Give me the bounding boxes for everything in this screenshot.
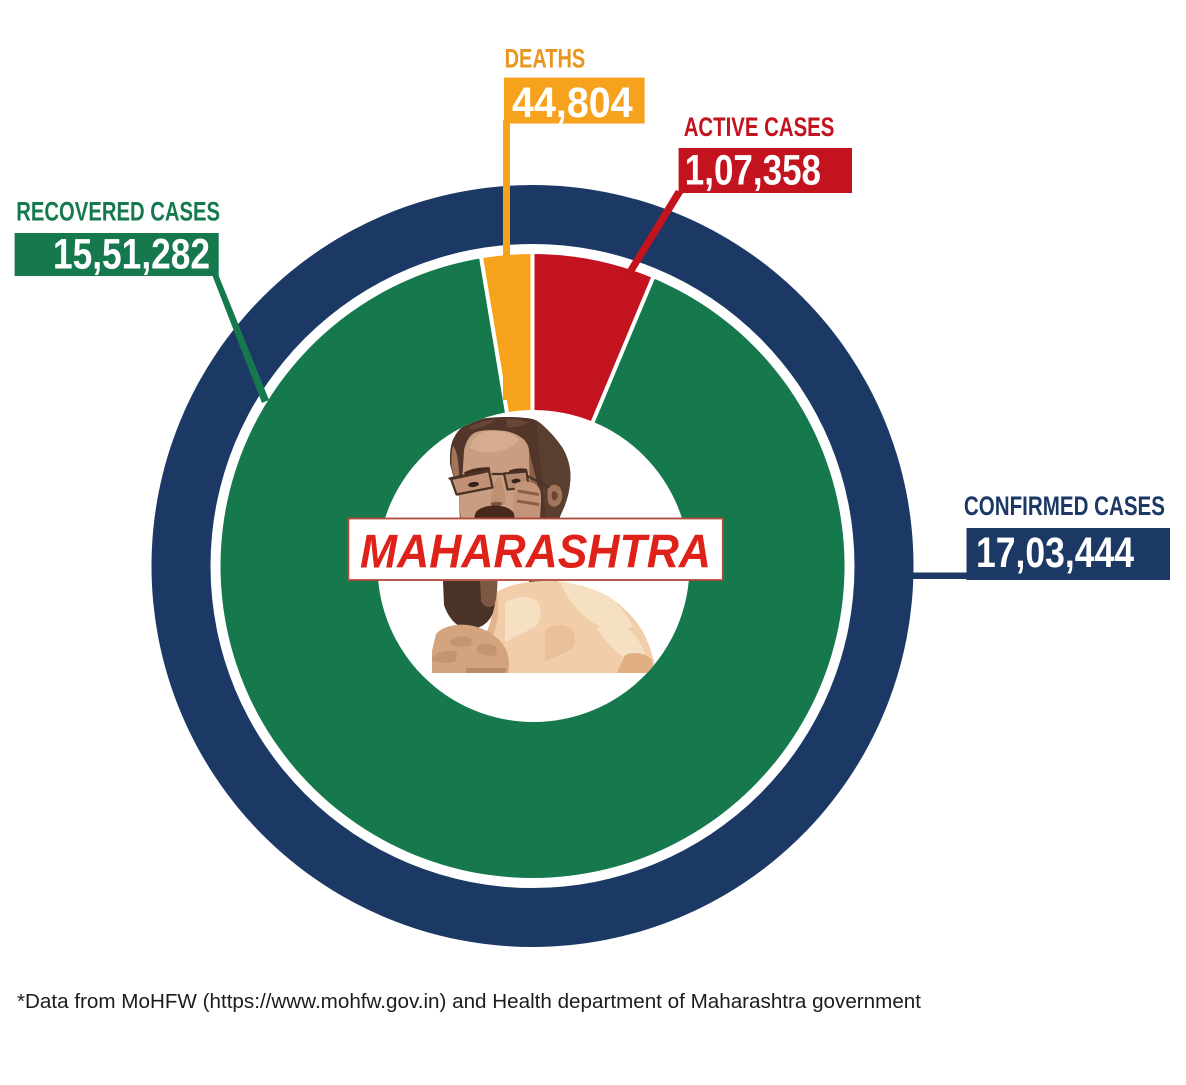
svg-text:44,804: 44,804	[512, 79, 633, 127]
svg-text:1,07,358: 1,07,358	[685, 146, 821, 194]
svg-text:CONFIRMED CASES: CONFIRMED CASES	[964, 491, 1165, 521]
svg-text:17,03,444: 17,03,444	[976, 529, 1134, 577]
svg-text:15,51,282: 15,51,282	[53, 231, 210, 279]
svg-text:*Data from MoHFW (https://www.: *Data from MoHFW (https://www.mohfw.gov.…	[17, 991, 921, 1013]
svg-text:DEATHS: DEATHS	[505, 43, 586, 73]
svg-text:RECOVERED CASES: RECOVERED CASES	[16, 196, 220, 226]
svg-text:ACTIVE CASES: ACTIVE CASES	[684, 112, 835, 142]
svg-text:MAHARASHTRA: MAHARASHTRA	[360, 525, 711, 578]
